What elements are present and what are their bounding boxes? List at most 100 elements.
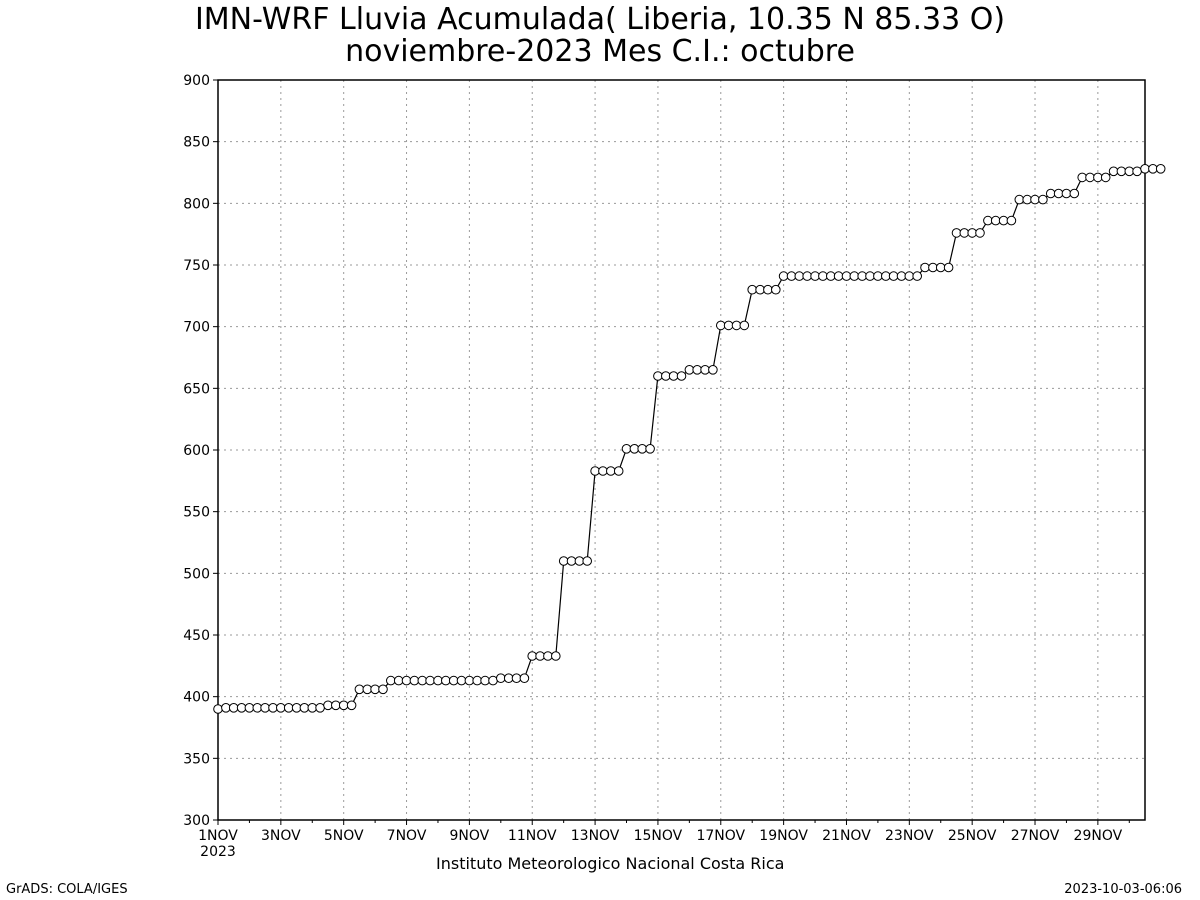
data-point <box>551 651 561 661</box>
x-tick-label: 11NOV <box>508 828 557 844</box>
data-point <box>401 675 412 686</box>
data-point <box>794 271 805 281</box>
data-point <box>1069 188 1080 199</box>
data-point <box>668 371 679 381</box>
x-year-label: 2023 <box>200 844 236 860</box>
x-tick-label: 5NOV <box>324 828 364 844</box>
series-polyline <box>217 168 1161 710</box>
data-point <box>338 700 349 711</box>
run-timestamp: 2023-10-03-06:06 <box>1064 882 1182 897</box>
data-point <box>1155 164 1166 174</box>
data-point <box>299 703 310 713</box>
data-point <box>1100 172 1111 183</box>
data-point <box>943 262 954 273</box>
data-point <box>1006 215 1017 226</box>
data-point <box>488 675 498 686</box>
data-point <box>637 444 648 454</box>
x-tick-label: 7NOV <box>387 828 427 844</box>
data-point <box>818 271 828 281</box>
data-point <box>543 651 553 661</box>
y-tick-label: 700 <box>183 320 210 336</box>
data-point <box>244 703 255 713</box>
data-point <box>566 556 577 566</box>
data-point <box>425 675 435 686</box>
data-point <box>708 365 718 375</box>
chart-subtitle: noviembre-2023 Mes C.I.: octubre <box>345 34 855 69</box>
x-tick-label: 19NOV <box>759 828 808 844</box>
data-point <box>1038 194 1048 205</box>
data-point <box>833 271 844 281</box>
data-point <box>354 684 365 695</box>
data-point <box>1132 166 1142 177</box>
y-tick-label: 600 <box>183 443 210 459</box>
y-tick-label: 400 <box>183 690 210 706</box>
software-credit: GrADS: COLA/IGES <box>6 882 128 897</box>
data-point <box>283 703 294 713</box>
data-point <box>228 703 239 713</box>
data-point <box>739 320 750 331</box>
grid-lines <box>218 80 1145 820</box>
data-point <box>472 675 483 686</box>
data-point <box>912 271 923 281</box>
data-point <box>441 675 451 686</box>
x-tick-label: 27NOV <box>1011 828 1060 844</box>
data-point <box>802 271 813 281</box>
data-point <box>331 700 341 711</box>
data-point <box>1140 164 1150 174</box>
data-point <box>1045 188 1056 199</box>
data-point <box>378 684 388 695</box>
data-point <box>747 284 758 295</box>
data-point <box>409 675 420 686</box>
y-tick-label: 650 <box>183 381 210 397</box>
data-point <box>496 673 506 684</box>
y-tick-label: 750 <box>183 258 210 274</box>
x-tick-label: 17NOV <box>696 828 745 844</box>
data-point <box>975 228 985 238</box>
data-point <box>676 371 687 381</box>
data-point <box>1014 194 1025 205</box>
data-point <box>723 320 734 331</box>
x-tick-label: 21NOV <box>822 828 871 844</box>
y-tick-label: 900 <box>183 73 210 89</box>
y-tick-label: 300 <box>183 813 210 829</box>
data-point <box>873 271 883 281</box>
y-tick-label: 350 <box>183 751 210 767</box>
y-tick-label: 850 <box>183 135 210 151</box>
y-tick-label: 500 <box>183 566 210 582</box>
data-point <box>849 271 860 281</box>
data-point <box>315 703 325 713</box>
data-point <box>598 466 608 476</box>
x-tick-label: 29NOV <box>1074 828 1123 844</box>
x-tick-label: 9NOV <box>450 828 490 844</box>
data-point <box>888 271 899 281</box>
data-point <box>778 271 789 281</box>
axis-ticks: 300 350 400 450 500 550 600 650 700 750 800 850 900 1… <box>183 73 1130 860</box>
series-line <box>213 164 1166 714</box>
chart-title: IMN-WRF Lluvia Acumulada( Liberia, 10.35… <box>194 2 1006 37</box>
data-point <box>260 703 270 713</box>
credit-text: Instituto Meteorologico Nacional Costa R… <box>436 854 785 873</box>
x-tick-label: 3NOV <box>261 828 301 844</box>
data-point <box>213 704 223 714</box>
data-point <box>645 444 655 454</box>
x-tick-label: 1NOV <box>198 828 238 844</box>
y-tick-label: 550 <box>183 505 210 521</box>
data-point <box>527 651 538 661</box>
data-point <box>771 284 781 295</box>
data-point <box>480 675 490 686</box>
data-point <box>606 466 616 476</box>
data-point <box>1030 194 1040 205</box>
x-tick-label: 25NOV <box>948 828 997 844</box>
data-point <box>511 673 522 684</box>
data-point <box>959 228 970 238</box>
data-point <box>386 675 396 686</box>
x-tick-label: 13NOV <box>571 828 620 844</box>
y-tick-label: 450 <box>183 628 210 644</box>
data-point <box>1116 166 1127 177</box>
data-point <box>456 675 467 686</box>
data-point <box>763 284 773 295</box>
data-point <box>990 215 1001 226</box>
y-tick-label: 800 <box>183 196 210 212</box>
data-point <box>865 271 875 281</box>
